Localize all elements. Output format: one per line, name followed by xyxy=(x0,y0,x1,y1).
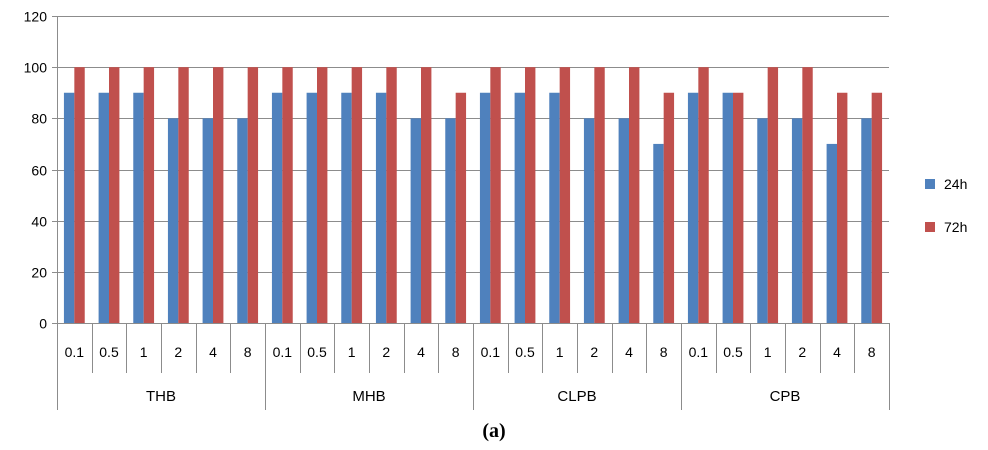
bar-72h-MHB-4 xyxy=(421,67,432,324)
bar-24h-THB-0.1 xyxy=(63,92,75,323)
x-category-label: 1 xyxy=(348,344,356,360)
bar-72h-CLPB-0.5 xyxy=(525,67,536,324)
bar-24h-CLPB-8 xyxy=(653,143,664,323)
bar-24h-CPB-0.1 xyxy=(687,92,699,323)
x-category-label: 0.5 xyxy=(99,344,119,360)
y-tick-label-40: 40 xyxy=(31,214,47,230)
x-category-label: 4 xyxy=(209,344,217,360)
x-group-label-THB: THB xyxy=(146,388,176,405)
x-axis: 0.1 0.5 1 2 4 8 0.1 0.5 1 2 4 8 0.1 0.5 1 2 4 8 0.1 0.5 1 2 4 8… xyxy=(57,323,890,410)
x-category-label: 1 xyxy=(556,344,564,360)
bar-72h-THB-2 xyxy=(178,67,189,324)
bar-72h-MHB-2 xyxy=(386,67,397,324)
bar-72h-CPB-4 xyxy=(837,92,848,323)
x-group-label-CPB: CPB xyxy=(770,388,801,405)
y-tick-label-120: 120 xyxy=(24,9,48,25)
bar-24h-CLPB-0.1 xyxy=(479,92,491,323)
y-tick-label-0: 0 xyxy=(39,316,47,332)
bar-24h-MHB-4 xyxy=(410,118,421,323)
bar-72h-CPB-8 xyxy=(871,92,883,323)
legend-swatch-24h xyxy=(925,179,935,189)
legend: 24h 72h xyxy=(925,176,967,235)
x-category-label: 4 xyxy=(417,344,425,360)
legend-label-24h: 24h xyxy=(944,176,967,192)
x-category-label: 8 xyxy=(868,344,876,360)
bar-72h-CPB-0.5 xyxy=(733,92,744,323)
y-tick-label-60: 60 xyxy=(31,163,47,179)
gridlines xyxy=(57,16,889,324)
x-category-label: 2 xyxy=(382,344,390,360)
x-category-label: 8 xyxy=(244,344,252,360)
bar-24h-CLPB-2 xyxy=(583,118,595,323)
x-category-label: 4 xyxy=(833,344,841,360)
bar-24h-CPB-4 xyxy=(826,143,837,323)
legend-swatch-72h xyxy=(925,222,935,232)
bar-72h-THB-0.1 xyxy=(74,67,85,324)
bar-72h-CLPB-2 xyxy=(594,67,605,324)
bar-24h-CPB-0.5 xyxy=(722,92,733,323)
x-group-label-CLPB: CLPB xyxy=(557,388,596,405)
bar-72h-THB-0.5 xyxy=(109,67,120,324)
bar-24h-MHB-8 xyxy=(445,118,456,323)
bars xyxy=(63,67,883,324)
x-group-label-MHB: MHB xyxy=(352,388,385,405)
bar-24h-MHB-0.5 xyxy=(306,92,317,323)
bar-72h-MHB-8 xyxy=(455,92,467,323)
bar-24h-CLPB-4 xyxy=(618,118,629,323)
x-category-label: 0.5 xyxy=(723,344,743,360)
y-tick-label-100: 100 xyxy=(24,60,48,76)
bar-24h-CPB-2 xyxy=(791,118,803,323)
y-axis-ticks: 0 20 40 60 80 100 120 xyxy=(24,9,58,332)
figure-caption: (a) xyxy=(482,420,506,442)
y-tick-label-80: 80 xyxy=(31,111,47,127)
x-category-label: 0.5 xyxy=(307,344,327,360)
x-category-label: 0.1 xyxy=(689,344,709,360)
x-category-label: 1 xyxy=(764,344,772,360)
bar-24h-MHB-0.1 xyxy=(271,92,283,323)
x-category-label: 0.1 xyxy=(481,344,501,360)
bar-72h-MHB-0.1 xyxy=(282,67,293,324)
bar-24h-MHB-2 xyxy=(375,92,387,323)
bar-72h-CPB-0.1 xyxy=(698,67,709,324)
bar-72h-CPB-1 xyxy=(767,67,779,324)
x-category-label: 2 xyxy=(590,344,598,360)
bar-72h-CLPB-0.1 xyxy=(490,67,501,324)
x-category-label: 0.1 xyxy=(273,344,293,360)
bar-24h-THB-2 xyxy=(167,118,179,323)
bar-24h-MHB-1 xyxy=(341,92,352,323)
x-category-label: 4 xyxy=(625,344,633,360)
x-category-label: 8 xyxy=(452,344,460,360)
bar-72h-CLPB-4 xyxy=(629,67,640,324)
bar-24h-THB-4 xyxy=(202,118,213,323)
bar-72h-THB-8 xyxy=(247,67,259,324)
bar-72h-CLPB-1 xyxy=(559,67,571,324)
bar-72h-THB-4 xyxy=(213,67,224,324)
x-category-label: 0.1 xyxy=(65,344,85,360)
x-category-label: 8 xyxy=(660,344,668,360)
bar-72h-CPB-2 xyxy=(802,67,813,324)
bar-24h-CLPB-0.5 xyxy=(514,92,525,323)
bar-72h-MHB-0.5 xyxy=(317,67,328,324)
bar-24h-CPB-1 xyxy=(757,118,768,323)
x-category-label: 2 xyxy=(174,344,182,360)
bar-24h-CLPB-1 xyxy=(549,92,560,323)
bar-24h-THB-0.5 xyxy=(98,92,109,323)
x-category-label: 0.5 xyxy=(515,344,535,360)
bar-24h-CPB-8 xyxy=(861,118,872,323)
bar-72h-CLPB-8 xyxy=(663,92,675,323)
legend-label-72h: 72h xyxy=(944,219,967,235)
x-category-label: 1 xyxy=(140,344,148,360)
bar-24h-THB-8 xyxy=(237,118,248,323)
x-category-label: 2 xyxy=(798,344,806,360)
bar-72h-THB-1 xyxy=(143,67,155,324)
y-tick-label-20: 20 xyxy=(31,265,47,281)
bar-72h-MHB-1 xyxy=(351,67,363,324)
bar-24h-THB-1 xyxy=(133,92,144,323)
